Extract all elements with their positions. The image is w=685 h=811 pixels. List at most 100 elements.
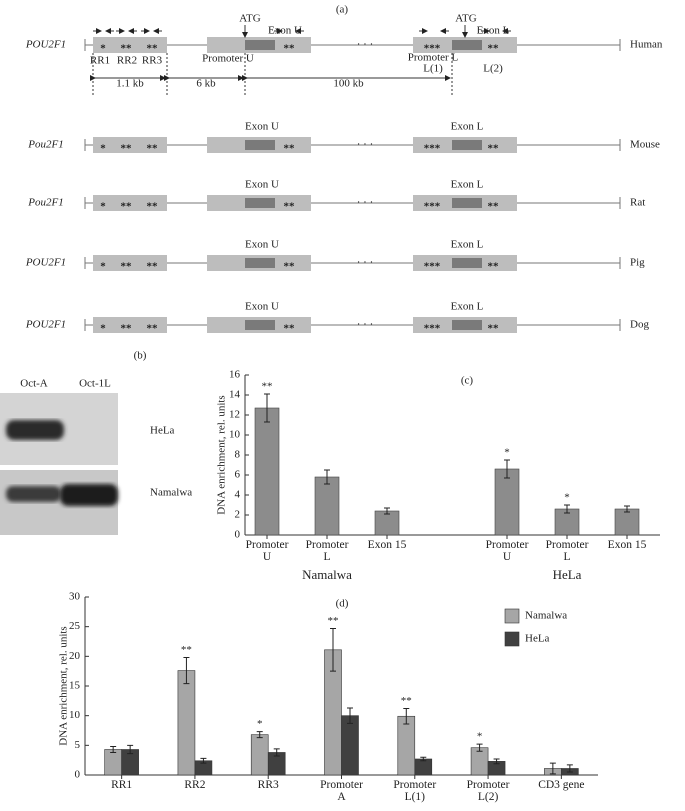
asterisks: * bbox=[100, 201, 106, 213]
asterisks: ** bbox=[121, 323, 133, 335]
asterisks: *** bbox=[424, 143, 441, 155]
ellipsis: · · · bbox=[357, 257, 374, 269]
region-box bbox=[93, 37, 167, 53]
x-tick-label: Promoter L bbox=[305, 539, 349, 563]
error-bar bbox=[504, 459, 510, 479]
x-tick-label: RR3 bbox=[257, 779, 279, 791]
exon bbox=[452, 40, 482, 50]
cell-label: HeLa bbox=[150, 425, 175, 437]
y-tick-label: 0 bbox=[235, 529, 241, 541]
y-tick-label: 8 bbox=[235, 449, 241, 461]
bar bbox=[494, 468, 520, 536]
significance: ** bbox=[328, 615, 339, 627]
legend-label: Namalwa bbox=[525, 610, 567, 622]
y-tick-label: 10 bbox=[229, 429, 241, 441]
exon-label: Exon U bbox=[245, 301, 279, 313]
lane-label: Oct-A bbox=[20, 378, 48, 390]
region-box bbox=[93, 317, 167, 333]
atg-label: ATG bbox=[455, 13, 476, 25]
gene-name: POU2F1 bbox=[25, 319, 66, 331]
error-bar bbox=[347, 707, 353, 724]
error-bar bbox=[624, 505, 630, 513]
legend-swatch bbox=[504, 608, 520, 624]
exon bbox=[245, 140, 275, 150]
legend-swatch bbox=[504, 631, 520, 647]
region-label: RR1 bbox=[90, 55, 110, 67]
y-tick-label: 30 bbox=[69, 591, 81, 603]
region-box bbox=[93, 255, 167, 271]
region-label: RR2 bbox=[117, 55, 137, 67]
species: Rat bbox=[630, 197, 645, 209]
asterisks: ** bbox=[147, 143, 159, 155]
asterisks: ** bbox=[488, 201, 500, 213]
asterisks: ** bbox=[488, 143, 500, 155]
distance-label: 1.1 kb bbox=[116, 78, 144, 90]
asterisks: ** bbox=[284, 261, 296, 273]
bar bbox=[254, 407, 280, 536]
y-tick-label: 4 bbox=[235, 489, 241, 501]
significance: * bbox=[477, 731, 483, 743]
species: Mouse bbox=[630, 139, 660, 151]
x-tick-label: Exon 15 bbox=[607, 539, 647, 551]
asterisks: ** bbox=[284, 201, 296, 213]
ellipsis: · · · bbox=[357, 39, 374, 51]
gene-name: Pou2F1 bbox=[27, 139, 63, 151]
asterisks: ** bbox=[284, 43, 296, 55]
asterisks: ** bbox=[121, 261, 133, 273]
y-tick-label: 20 bbox=[69, 650, 81, 662]
bar bbox=[614, 508, 640, 536]
error-bar bbox=[256, 731, 263, 739]
ellipsis: · · · bbox=[357, 319, 374, 331]
distance-label: 6 kb bbox=[196, 78, 216, 90]
panel-label: (a) bbox=[336, 4, 349, 16]
significance: * bbox=[564, 492, 570, 504]
atg-label: ATG bbox=[239, 13, 260, 25]
asterisks: *** bbox=[424, 201, 441, 213]
asterisks: ** bbox=[121, 201, 133, 213]
exon bbox=[452, 198, 482, 208]
panel-label: (b) bbox=[134, 350, 147, 362]
error-bar bbox=[200, 757, 207, 764]
error-bar bbox=[384, 507, 390, 515]
asterisks: * bbox=[100, 43, 106, 55]
error-bar bbox=[403, 708, 410, 725]
bar bbox=[397, 715, 416, 776]
error-bar bbox=[264, 393, 270, 423]
gel-band bbox=[6, 486, 61, 502]
x-tick-label: Promoter U bbox=[485, 539, 529, 563]
region-box bbox=[93, 195, 167, 211]
gene-name: POU2F1 bbox=[25, 39, 66, 51]
error-bar bbox=[127, 744, 134, 755]
asterisks: ** bbox=[147, 201, 159, 213]
exon bbox=[245, 40, 275, 50]
cell-label: Namalwa bbox=[150, 487, 192, 499]
significance: * bbox=[257, 718, 263, 730]
asterisks: ** bbox=[488, 43, 500, 55]
asterisks: ** bbox=[147, 43, 159, 55]
exon bbox=[452, 258, 482, 268]
group-label: HeLa bbox=[552, 567, 582, 582]
exon bbox=[452, 320, 482, 330]
bar bbox=[104, 749, 122, 776]
significance: ** bbox=[401, 695, 412, 707]
gel-band bbox=[60, 484, 118, 506]
bar bbox=[341, 715, 359, 776]
asterisks: *** bbox=[424, 323, 441, 335]
error-bar bbox=[566, 764, 573, 773]
asterisks: *** bbox=[424, 261, 441, 273]
y-tick-label: 15 bbox=[69, 680, 81, 692]
species: Human bbox=[630, 39, 663, 51]
error-bar bbox=[476, 743, 483, 752]
legend-label: HeLa bbox=[525, 633, 550, 645]
y-tick-label: 14 bbox=[229, 389, 241, 401]
region-label: RR3 bbox=[142, 55, 163, 67]
error-bar bbox=[420, 756, 427, 762]
panel-label: (d) bbox=[336, 598, 349, 610]
significance: ** bbox=[181, 644, 192, 656]
bar bbox=[250, 734, 269, 776]
x-tick-label: Promoter U bbox=[245, 539, 289, 563]
bar bbox=[177, 670, 196, 776]
y-tick-label: 6 bbox=[235, 469, 241, 481]
error-bar bbox=[493, 758, 500, 765]
